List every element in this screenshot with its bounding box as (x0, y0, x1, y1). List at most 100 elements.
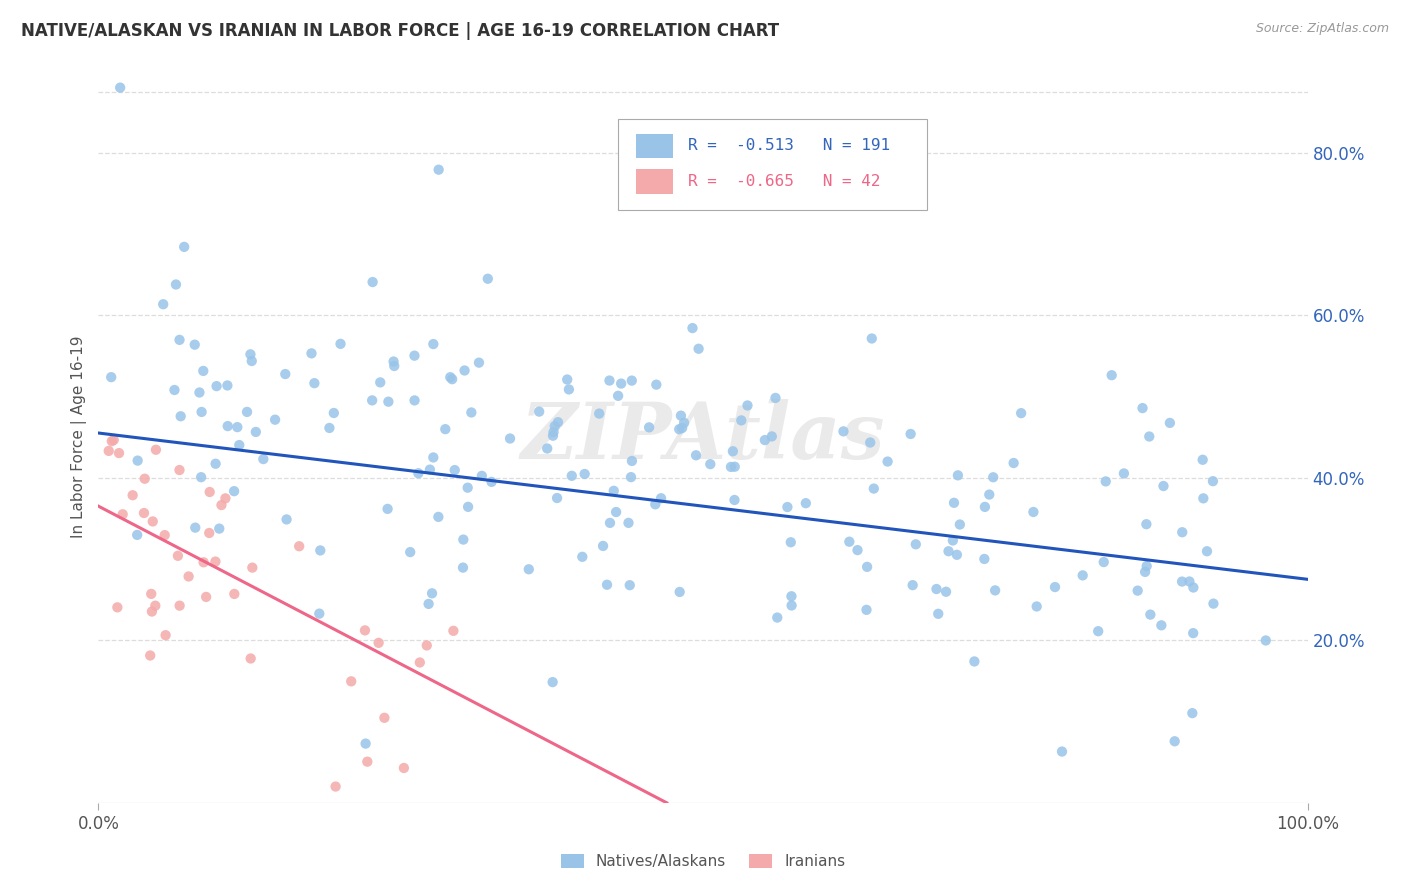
Point (453, 533, 475, 547)
Point (1202, 597, 1225, 611)
Point (574, 467, 596, 481)
Point (981, 470, 1004, 484)
Point (152, 297, 174, 311)
Point (1254, 633, 1277, 648)
Point (354, 737, 377, 751)
Point (451, 560, 474, 574)
Point (427, 509, 450, 524)
Point (644, 497, 666, 511)
Point (228, 438, 250, 452)
Point (101, 434, 124, 449)
Point (536, 442, 558, 456)
Point (211, 498, 233, 512)
Point (1191, 452, 1213, 467)
Point (460, 405, 482, 419)
Point (132, 506, 155, 520)
Point (274, 367, 297, 381)
Point (325, 780, 347, 794)
Point (170, 409, 193, 424)
Point (544, 419, 567, 434)
Point (169, 463, 191, 477)
Point (856, 559, 879, 574)
Point (457, 500, 479, 514)
Point (198, 485, 221, 500)
Point (361, 275, 384, 289)
Point (468, 356, 491, 370)
Point (598, 374, 620, 388)
Text: Source: ZipAtlas.com: Source: ZipAtlas.com (1256, 22, 1389, 36)
Point (441, 624, 464, 638)
Point (373, 711, 395, 725)
Point (422, 450, 444, 465)
Point (214, 491, 236, 506)
Point (862, 482, 884, 496)
Point (404, 349, 426, 363)
Point (208, 522, 231, 536)
Point (1126, 583, 1149, 598)
Point (477, 271, 499, 285)
Point (163, 383, 186, 397)
Point (184, 521, 207, 535)
Point (204, 457, 226, 471)
Point (668, 422, 690, 436)
Point (617, 516, 640, 530)
Point (943, 496, 966, 510)
Point (224, 587, 246, 601)
Text: ZIPAtlas: ZIPAtlas (520, 399, 886, 475)
Point (724, 459, 747, 474)
Point (754, 433, 776, 447)
Point (607, 389, 630, 403)
Point (973, 552, 995, 566)
Point (143, 599, 166, 613)
Point (103, 433, 125, 447)
Point (973, 500, 995, 514)
Point (846, 543, 869, 558)
Point (761, 429, 783, 443)
Point (108, 446, 131, 460)
Point (134, 472, 156, 486)
Point (935, 584, 957, 599)
Point (546, 491, 568, 505)
Point (855, 603, 877, 617)
Point (190, 470, 212, 484)
Point (419, 462, 441, 476)
Point (682, 321, 704, 335)
Point (240, 354, 263, 368)
Point (1178, 574, 1201, 589)
Point (721, 444, 744, 458)
Point (561, 468, 583, 483)
Point (418, 597, 440, 611)
Point (422, 337, 444, 351)
Point (541, 675, 564, 690)
Point (723, 493, 745, 508)
Point (938, 544, 960, 558)
Point (645, 377, 668, 392)
Point (1139, 607, 1161, 622)
Point (198, 526, 221, 541)
Point (416, 639, 439, 653)
Point (610, 376, 633, 391)
Point (382, 359, 405, 373)
Point (620, 374, 643, 388)
Point (780, 589, 803, 603)
Point (329, 336, 352, 351)
Point (765, 391, 787, 405)
Point (1182, 581, 1205, 595)
Point (1132, 401, 1154, 416)
Point (217, 378, 239, 392)
Point (619, 578, 641, 592)
Point (1101, 368, 1123, 383)
Point (720, 459, 742, 474)
Point (1071, 568, 1094, 582)
Point (596, 578, 619, 592)
Point (558, 383, 581, 397)
Point (1087, 624, 1109, 639)
Point (276, 512, 298, 526)
Point (547, 415, 569, 429)
Point (173, 240, 195, 254)
Point (322, 406, 344, 420)
Point (190, 405, 212, 419)
Bar (637, 169, 672, 194)
Point (527, 404, 550, 418)
Point (309, 543, 332, 558)
